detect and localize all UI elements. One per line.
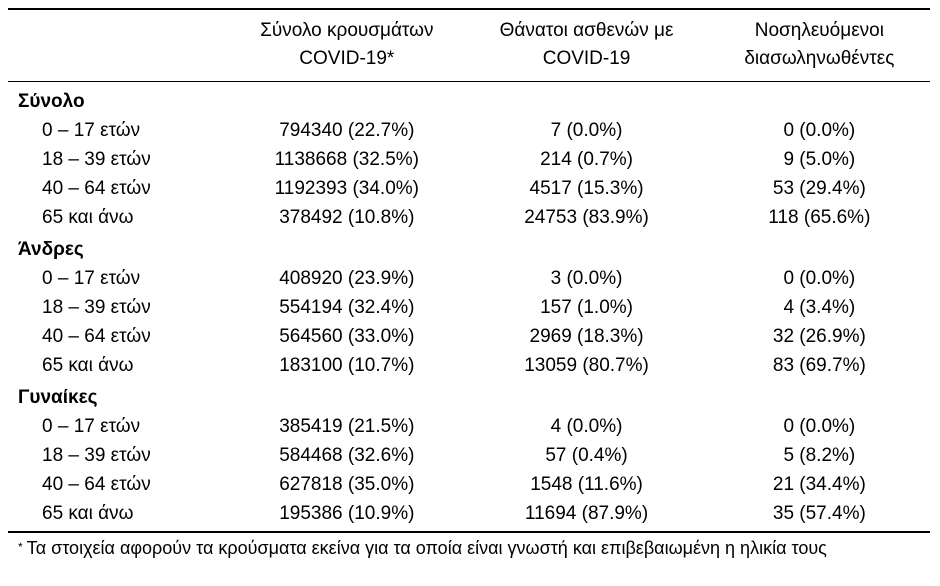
- column-header-cases-line2: COVID-19*: [299, 48, 395, 69]
- age-group-label: 0 – 17 ετών: [42, 268, 141, 289]
- table-row: 18 – 39 ετών 584468 (32.6%) 57 (0.4%) 5 (8.…: [8, 441, 930, 470]
- intubated-value: 0 (0.0%): [783, 268, 856, 289]
- cases-value: 378492 (10.8%): [279, 207, 415, 228]
- deaths-value: 157 (1.0%): [540, 297, 634, 318]
- intubated-value: 9 (5.0%): [783, 149, 856, 170]
- section-header-row: Σύνολο: [8, 82, 930, 117]
- cases-value: 794340 (22.7%): [279, 120, 415, 141]
- table-row: 65 και άνω 195386 (10.9%) 11694 (87.9%) 35 …: [8, 499, 930, 532]
- deaths-value: 24753 (83.9%): [524, 207, 649, 228]
- intubated-value: 83 (69.7%): [772, 355, 866, 376]
- column-header-cases-line1: Σύνολο κρουσμάτων: [260, 20, 434, 41]
- section-header-row: Άνδρες: [8, 232, 930, 264]
- table-row: 40 – 64 ετών 1192393 (34.0%) 4517 (15.3%) 5…: [8, 174, 930, 203]
- cases-value: 183100 (10.7%): [279, 355, 415, 376]
- deaths-value: 1548 (11.6%): [530, 474, 643, 495]
- table-row: 0 – 17 ετών 794340 (22.7%) 7 (0.0%) 0 (0.0%…: [8, 116, 930, 145]
- age-group-label: 40 – 64 ετών: [42, 178, 151, 199]
- column-header-intubated-line1: Νοσηλευόμενοι: [754, 20, 884, 41]
- age-group-label: 65 και άνω: [42, 207, 134, 228]
- table-row: 65 και άνω 183100 (10.7%) 13059 (80.7%) 83 …: [8, 351, 930, 380]
- column-header-deaths-line2: COVID-19: [542, 48, 631, 69]
- deaths-value: 4 (0.0%): [550, 416, 623, 437]
- age-group-label: 65 και άνω: [42, 355, 134, 376]
- section-header: Άνδρες: [18, 239, 84, 260]
- deaths-value: 13059 (80.7%): [524, 355, 649, 376]
- column-header-deaths-line1: Θάνατοι ασθενών με: [499, 20, 674, 41]
- cases-value: 627818 (35.0%): [279, 474, 415, 495]
- deaths-value: 2969 (18.3%): [529, 326, 644, 347]
- intubated-value: 53 (29.4%): [772, 178, 866, 199]
- intubated-value: 118 (65.6%): [768, 207, 871, 228]
- table-row: 0 – 17 ετών 385419 (21.5%) 4 (0.0%) 0 (0.0%…: [8, 412, 930, 441]
- age-group-label: 0 – 17 ετών: [42, 416, 141, 437]
- intubated-value: 4 (3.4%): [783, 297, 856, 318]
- cases-value: 385419 (21.5%): [279, 416, 415, 437]
- age-group-label: 18 – 39 ετών: [42, 297, 151, 318]
- table-body: Σύνολο 0 – 17 ετών 794340 (22.7%) 7 (0.0%) 0…: [8, 82, 930, 533]
- age-group-label: 18 – 39 ετών: [42, 445, 151, 466]
- age-group-label: 18 – 39 ετών: [42, 149, 151, 170]
- cases-value: 195386 (10.9%): [279, 503, 415, 524]
- table-row: 40 – 64 ετών 564560 (33.0%) 2969 (18.3%) 32…: [8, 322, 930, 351]
- cases-value: 1192393 (34.0%): [274, 178, 419, 199]
- intubated-value: 35 (57.4%): [772, 503, 866, 524]
- column-header-intubated-line2: διασωληνωθέντες: [744, 48, 895, 69]
- deaths-value: 57 (0.4%): [545, 445, 628, 466]
- cases-value: 408920 (23.9%): [279, 268, 415, 289]
- table-row: 0 – 17 ετών 408920 (23.9%) 3 (0.0%) 0 (0.0%…: [8, 264, 930, 293]
- cases-value: 554194 (32.4%): [279, 297, 415, 318]
- footnote-text: Τα στοιχεία αφορούν τα κρούσματα εκείνα …: [26, 538, 827, 558]
- column-header-cases: Σύνολο κρουσμάτων COVID-19*: [229, 9, 465, 82]
- intubated-value: 0 (0.0%): [783, 120, 856, 141]
- covid-age-table: Σύνολο κρουσμάτων COVID-19* Θάνατοι ασθε…: [8, 8, 930, 533]
- age-group-label: 0 – 17 ετών: [42, 120, 141, 141]
- deaths-value: 11694 (87.9%): [524, 503, 649, 524]
- table-footnote: * Τα στοιχεία αφορούν τα κρούσματα εκείνα…: [8, 533, 930, 560]
- table-header: Σύνολο κρουσμάτων COVID-19* Θάνατοι ασθε…: [8, 9, 930, 82]
- empty-header-cell: [8, 9, 230, 82]
- deaths-value: 4517 (15.3%): [529, 178, 644, 199]
- age-group-label: 65 και άνω: [42, 503, 134, 524]
- column-header-deaths: Θάνατοι ασθενών με COVID-19: [464, 9, 709, 82]
- table-row: 65 και άνω 378492 (10.8%) 24753 (83.9%) 118…: [8, 203, 930, 232]
- deaths-value: 214 (0.7%): [540, 149, 634, 170]
- table-row: 18 – 39 ετών 554194 (32.4%) 157 (1.0%) 4 (3…: [8, 293, 930, 322]
- age-group-label: 40 – 64 ετών: [42, 474, 151, 495]
- deaths-value: 7 (0.0%): [550, 120, 623, 141]
- intubated-value: 5 (8.2%): [783, 445, 856, 466]
- table-row: 40 – 64 ετών 627818 (35.0%) 1548 (11.6%) 21…: [8, 470, 930, 499]
- intubated-value: 21 (34.4%): [772, 474, 866, 495]
- table-row: 18 – 39 ετών 1138668 (32.5%) 214 (0.7%) 9 (…: [8, 145, 930, 174]
- intubated-value: 32 (26.9%): [772, 326, 866, 347]
- footnote-asterisk-marker: *: [18, 540, 23, 554]
- column-header-intubated: Νοσηλευόμενοι διασωληνωθέντες: [708, 9, 930, 82]
- cases-value: 564560 (33.0%): [279, 326, 415, 347]
- cases-value: 1138668 (32.5%): [274, 149, 419, 170]
- age-group-label: 40 – 64 ετών: [42, 326, 151, 347]
- section-header: Γυναίκες: [18, 387, 98, 408]
- section-header-row: Γυναίκες: [8, 380, 930, 412]
- deaths-value: 3 (0.0%): [550, 268, 623, 289]
- section-header: Σύνολο: [18, 91, 85, 112]
- cases-value: 584468 (32.6%): [279, 445, 415, 466]
- intubated-value: 0 (0.0%): [783, 416, 856, 437]
